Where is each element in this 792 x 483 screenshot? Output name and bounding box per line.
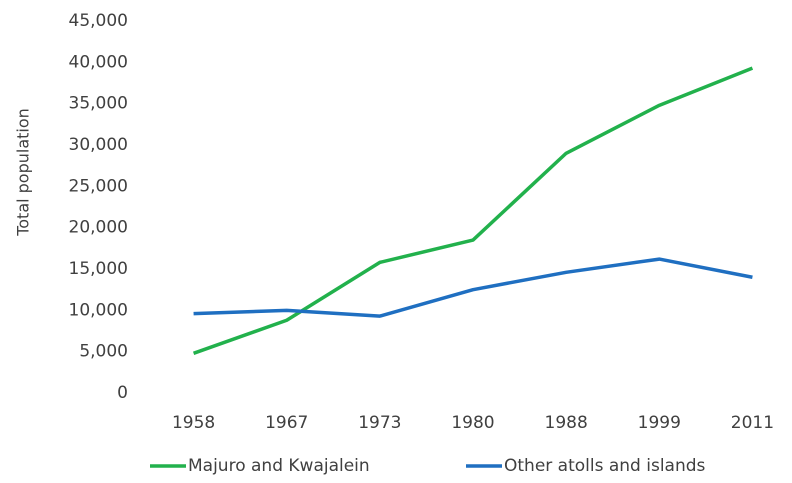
x-tick-label: 1967 [265,413,308,433]
y-axis-label: Total population [14,108,33,237]
series-line [192,66,754,355]
y-tick-label: 25,000 [69,176,128,196]
y-tick-label: 10,000 [69,300,128,320]
y-tick-label: 15,000 [69,259,128,279]
x-tick-label: 1980 [451,413,494,433]
y-tick-label: 35,000 [69,94,128,114]
x-tick-label: 2011 [731,413,774,433]
y-tick-label: 40,000 [69,52,128,72]
y-tick-label: 0 [117,383,128,403]
y-tick-label: 20,000 [69,218,128,238]
x-tick-label: 1973 [358,413,401,433]
legend-label: Majuro and Kwajalein [188,456,370,476]
y-tick-label: 30,000 [69,135,128,155]
x-tick-label: 1999 [638,413,681,433]
x-tick-label: 1958 [172,413,215,433]
y-tick-label: 5,000 [79,342,128,362]
x-tick-label: 1988 [545,413,588,433]
y-tick-label: 45,000 [69,11,128,31]
series-line [193,257,753,318]
legend-label: Other atolls and islands [504,456,706,476]
